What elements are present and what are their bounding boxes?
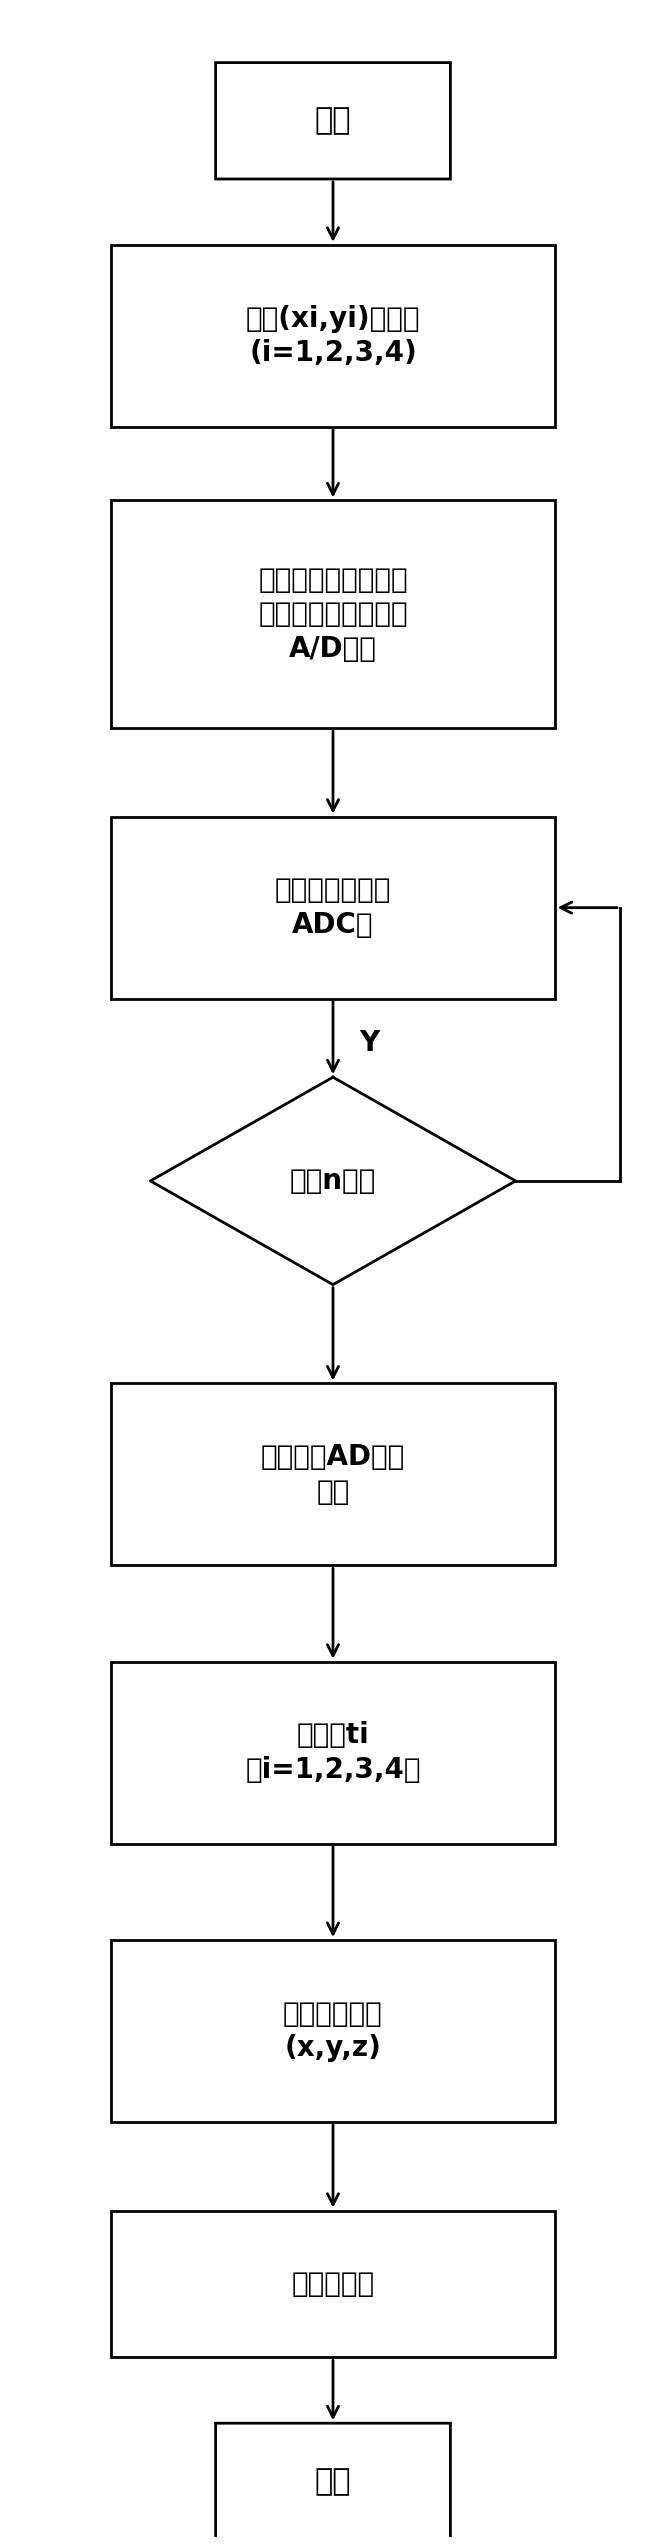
Text: 声波传感器、电磁波
接收器接收数据并经
A/D转换: 声波传感器、电磁波 接收器接收数据并经 A/D转换 <box>258 565 408 664</box>
FancyBboxPatch shape <box>216 64 450 178</box>
Text: 求故障点坐标
(x,y,z): 求故障点坐标 (x,y,z) <box>283 2000 383 2063</box>
Bar <box>111 501 555 728</box>
Text: 求时间ti
（i=1,2,3,4）: 求时间ti （i=1,2,3,4） <box>245 1722 421 1783</box>
Polygon shape <box>151 1076 515 1285</box>
Text: 坐标值显示: 坐标值显示 <box>292 2269 374 2297</box>
Text: 结束: 结束 <box>315 2468 351 2496</box>
Text: 四个通道AD值求
平均: 四个通道AD值求 平均 <box>261 1442 405 1506</box>
Text: 读入四个通道的
ADC值: 读入四个通道的 ADC值 <box>275 875 391 939</box>
Text: 坐标(xi,yi)的读入
(i=1,2,3,4): 坐标(xi,yi)的读入 (i=1,2,3,4) <box>246 305 420 366</box>
Bar <box>111 244 555 427</box>
Bar <box>111 1941 555 2122</box>
Text: Y: Y <box>359 1028 380 1056</box>
Text: 读入n次？: 读入n次？ <box>290 1168 376 1196</box>
Bar <box>111 1661 555 1844</box>
Text: 开始: 开始 <box>315 107 351 135</box>
FancyBboxPatch shape <box>216 2424 450 2539</box>
Bar <box>111 1384 555 1565</box>
Bar <box>111 2211 555 2358</box>
Bar <box>111 817 555 1000</box>
